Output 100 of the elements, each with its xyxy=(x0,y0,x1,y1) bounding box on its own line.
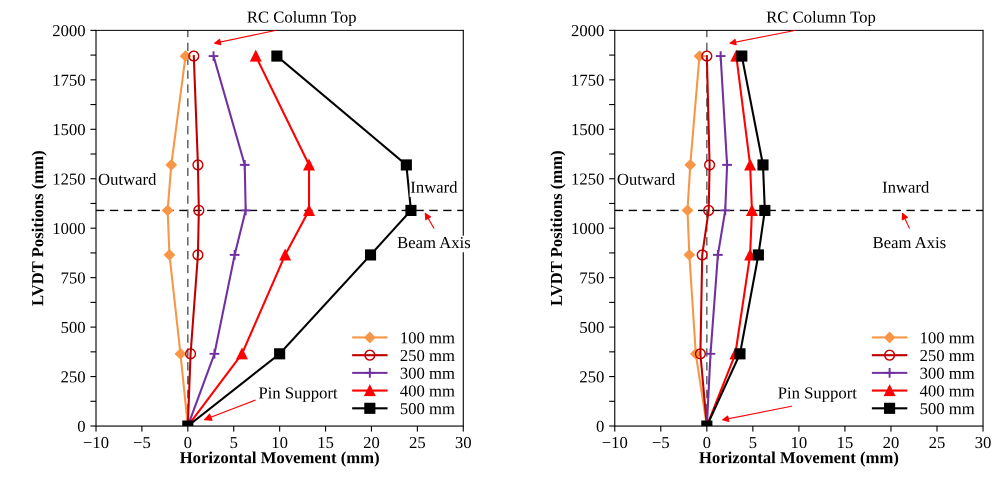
x-axis-title: Horizontal Movement (mm) xyxy=(699,452,898,467)
y-tick-label: 1250 xyxy=(572,173,604,185)
x-tick-label: −5 xyxy=(652,437,670,448)
point xyxy=(696,249,708,260)
annotation: Inward xyxy=(410,181,458,193)
point xyxy=(714,50,726,62)
point xyxy=(180,50,192,62)
point xyxy=(280,249,291,260)
point xyxy=(208,50,220,62)
y-tick-label: 1250 xyxy=(54,173,85,185)
y-tick-label: 1750 xyxy=(54,74,85,86)
y-tick-label: 1500 xyxy=(54,124,85,136)
annotation: Pin Support xyxy=(258,387,338,402)
y-tick-label: 750 xyxy=(62,272,85,284)
point xyxy=(192,249,204,260)
point xyxy=(744,159,756,170)
legend-label: 400 mm xyxy=(400,385,455,397)
annotation: Beam Axis xyxy=(873,236,946,248)
legend-label: 500 mm xyxy=(400,403,455,414)
x-tick-label: 25 xyxy=(929,436,945,448)
y-tick-label: 2000 xyxy=(52,25,85,36)
point xyxy=(271,50,282,62)
y-tick-label: 250 xyxy=(580,371,604,383)
point xyxy=(701,50,712,62)
annotation: Outward xyxy=(98,173,156,185)
point xyxy=(684,159,696,170)
point xyxy=(704,348,716,360)
point xyxy=(236,348,248,360)
point xyxy=(164,249,176,261)
x-tick-label: 5 xyxy=(230,437,238,448)
x-tick-label: 0 xyxy=(703,436,710,448)
point xyxy=(734,348,746,360)
y-tick-label: 750 xyxy=(580,272,604,284)
point xyxy=(250,50,262,62)
point xyxy=(208,348,220,360)
legend-label: 250 mm xyxy=(400,350,455,362)
point xyxy=(166,159,177,170)
x-tick-label: 0 xyxy=(184,436,192,448)
x-tick-label: 15 xyxy=(838,437,853,448)
point xyxy=(192,159,204,170)
point xyxy=(684,249,695,261)
y-tick-label: 1750 xyxy=(572,74,604,86)
x-tick-label: 30 xyxy=(975,436,991,448)
x-tick-label: 5 xyxy=(750,437,756,448)
annotation: Pin Support xyxy=(778,387,857,402)
annotation: Inward xyxy=(882,181,930,193)
legend-label: 300 mm xyxy=(400,368,455,379)
point xyxy=(759,204,770,216)
legend-label: 400 mm xyxy=(920,385,974,397)
point xyxy=(274,348,286,360)
point xyxy=(238,159,251,171)
point xyxy=(752,249,764,260)
x-tick-label: 20 xyxy=(364,436,380,448)
point xyxy=(174,348,186,360)
point xyxy=(712,249,724,261)
y-axis-title: LVDT Positions (mm) xyxy=(32,151,47,306)
point xyxy=(364,249,376,260)
point xyxy=(405,204,416,216)
point xyxy=(303,204,315,216)
point xyxy=(193,204,204,216)
point xyxy=(188,50,200,62)
y-tick-label: 1500 xyxy=(572,124,604,136)
y-tick-label: 0 xyxy=(596,420,604,432)
legend-label: 100 mm xyxy=(921,332,974,344)
point xyxy=(736,50,748,62)
legend-label: 100 mm xyxy=(401,332,455,344)
text: RC Column Top xyxy=(247,10,356,26)
point xyxy=(162,204,174,216)
annotation: Beam Axis xyxy=(398,236,470,248)
y-tick-label: 1000 xyxy=(54,222,85,234)
y-tick-label: 500 xyxy=(580,322,604,334)
x-tick-label: 10 xyxy=(272,436,288,448)
point xyxy=(704,159,716,170)
text: RC Column Top xyxy=(766,10,876,26)
point xyxy=(719,204,732,216)
point xyxy=(303,159,315,170)
point xyxy=(682,204,694,216)
point xyxy=(721,159,733,171)
x-tick-label: 15 xyxy=(318,437,334,448)
point xyxy=(240,204,252,216)
x-tick-label: 30 xyxy=(456,436,471,448)
point xyxy=(746,204,758,216)
x-tick-label: −5 xyxy=(134,437,150,448)
annotation: Outward xyxy=(618,173,676,185)
x-tick-label: 25 xyxy=(410,436,426,448)
legend-label: 500 mm xyxy=(920,403,974,414)
y-tick-label: 2000 xyxy=(572,25,604,36)
y-axis-title: LVDT Positions (mm) xyxy=(550,151,566,306)
x-tick-label: 10 xyxy=(792,436,807,448)
y-tick-label: 250 xyxy=(61,371,85,383)
point xyxy=(757,159,769,170)
y-tick-label: 1000 xyxy=(572,222,604,234)
legend-label: 300 mm xyxy=(920,368,974,379)
y-tick-label: 500 xyxy=(62,322,85,334)
y-tick-label: 0 xyxy=(78,420,85,432)
point xyxy=(694,348,706,360)
point xyxy=(185,348,196,360)
x-tick-label: 20 xyxy=(883,436,899,448)
x-axis-title: Horizontal Movement (mm) xyxy=(180,452,379,467)
x-tick-label: −10 xyxy=(602,436,628,448)
